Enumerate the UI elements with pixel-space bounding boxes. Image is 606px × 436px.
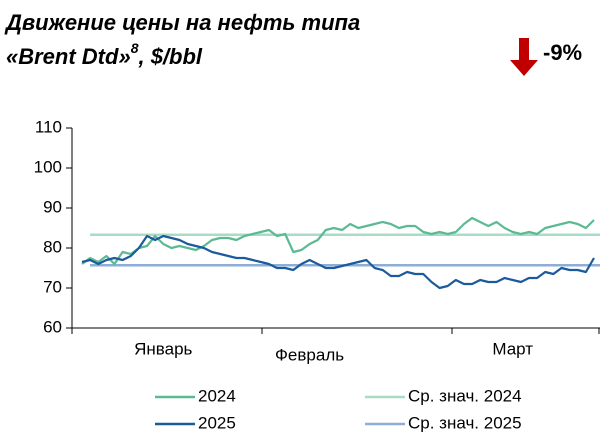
chart-title-line2: «Brent Dtd»8, $/bbl bbox=[6, 40, 203, 69]
x-tick-label: Январь bbox=[134, 339, 192, 358]
x-axis-ticks bbox=[71, 328, 600, 334]
series-line bbox=[81, 216, 595, 266]
chart-title: Движение цены на нефть типа bbox=[4, 10, 360, 35]
down-arrow bbox=[510, 38, 538, 76]
title-part: «Brent Dtd» bbox=[6, 44, 131, 69]
x-tick-label: Февраль bbox=[275, 345, 344, 364]
x-tick-label: Март bbox=[492, 339, 533, 358]
legend-label: Ср. знач. 2024 bbox=[408, 386, 522, 405]
y-tick-label: 60 bbox=[43, 317, 62, 336]
legend-label: 2024 bbox=[198, 386, 236, 405]
title-unit: , $/bbl bbox=[137, 44, 202, 69]
y-tick-label: 110 bbox=[35, 117, 62, 136]
change-annotation: -9% bbox=[543, 40, 582, 65]
y-tick-label: 70 bbox=[43, 277, 62, 296]
legend-label: Ср. знач. 2025 bbox=[408, 413, 522, 432]
series-line bbox=[81, 234, 595, 290]
y-tick-label: 100 bbox=[34, 157, 62, 176]
y-tick-label: 90 bbox=[43, 197, 62, 216]
title-footnote: 8 bbox=[131, 40, 139, 56]
y-tick-label: 80 bbox=[43, 237, 62, 256]
legend-label: 2025 bbox=[198, 413, 236, 432]
